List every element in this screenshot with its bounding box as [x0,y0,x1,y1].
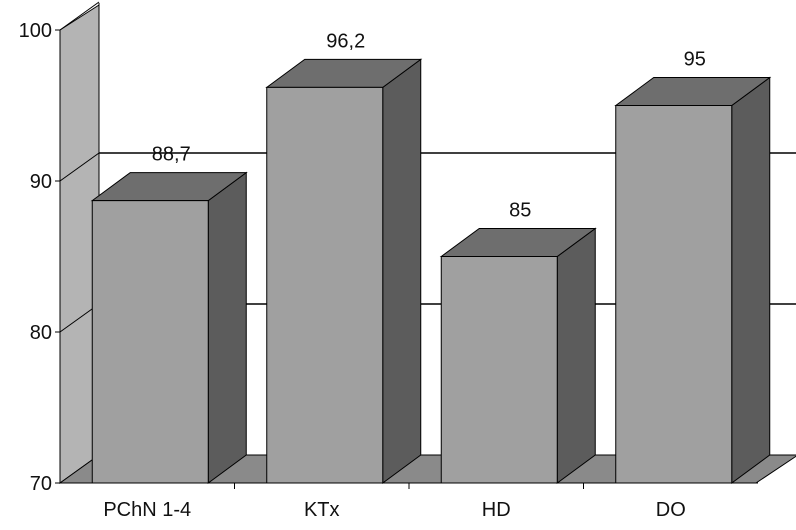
bar-side-face [382,58,422,484]
labels: 88,7 PChN 1-4 96,2 KTx 85 HD 95 DO [103,30,706,521]
chart-back-wall [58,3,796,484]
bar-hd [439,227,597,484]
y-tick-label-70: 70 [30,473,52,495]
data-label-0: 88,7 [152,144,191,166]
bar-front-face [440,256,558,484]
bar-pchn-1-4 [90,171,248,484]
y-tick-label-100: 100 [19,20,52,42]
gridline-side-100 [59,1,100,31]
x-tick-label-1: KTx [304,499,340,521]
data-label-2: 85 [509,200,531,222]
x-tick-label-3: DO [656,499,686,521]
bar-ktx [265,58,423,484]
data-label-1: 96,2 [326,30,365,52]
data-label-3: 95 [684,49,706,71]
y-tick-label-80: 80 [30,322,52,344]
gridline-side-90 [59,152,100,182]
bar-front-face [91,200,209,484]
x-tick-label-2: HD [482,499,511,521]
x-tick-label-0: PChN 1-4 [103,499,191,521]
bar-side-face [207,171,247,484]
bar-side-face [556,227,596,484]
y-tick-label-90: 90 [30,171,52,193]
bar-front-face [615,105,733,484]
bar-side-face [731,76,771,484]
bar-do [614,76,772,484]
bar-front-face [266,86,384,484]
bars [90,58,772,484]
